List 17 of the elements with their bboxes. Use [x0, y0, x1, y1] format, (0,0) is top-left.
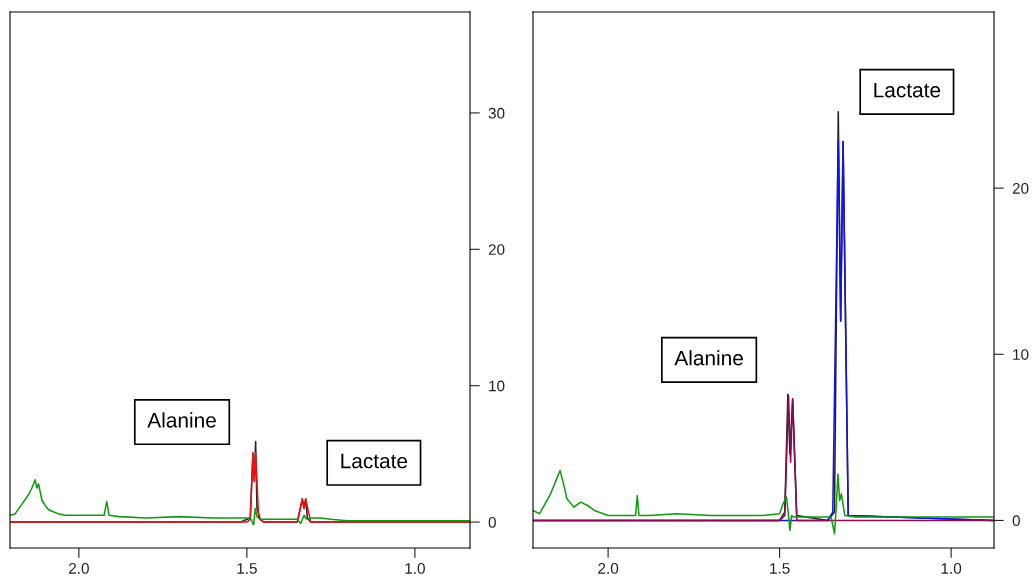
y-tick-label: 0 [488, 516, 496, 528]
y-tick-label: 0 [1012, 515, 1020, 527]
x-tick-label: 1.5 [237, 563, 257, 574]
x-tick-label: 1.0 [941, 562, 962, 574]
annotation: Lactate [341, 453, 408, 469]
x-tick-label: 1.0 [405, 562, 425, 574]
y-tick-label: 30 [488, 107, 505, 119]
y-tick-label: 20 [1012, 182, 1029, 194]
y-tick-label: 10 [489, 380, 505, 392]
annotation: Alanine [674, 350, 743, 366]
annotation: Alanine [147, 412, 216, 428]
x-tick-label: 2.0 [598, 562, 619, 574]
y-tick-label: 10 [1013, 349, 1029, 360]
x-tick-label: 2.0 [69, 562, 89, 574]
y-tick-label: 20 [488, 244, 505, 255]
x-tick-label: 1.5 [770, 563, 790, 574]
annotation: Lactate [874, 82, 941, 98]
